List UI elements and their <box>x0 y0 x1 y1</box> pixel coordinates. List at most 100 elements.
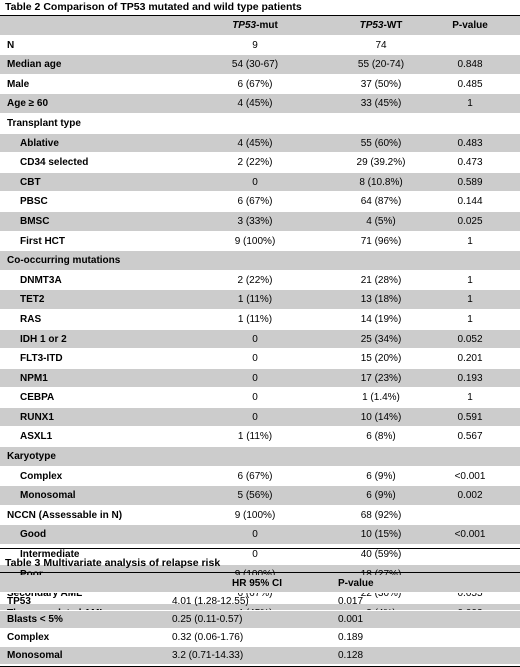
table2-cell-mut: 6 (67%) <box>237 78 273 90</box>
table2-row-label: BMSC <box>20 215 50 227</box>
table2-cell-mut: 54 (30-67) <box>231 59 279 71</box>
table2-cell-pvalue: 0.144 <box>457 196 483 208</box>
table2-cell-pvalue: 1 <box>467 294 473 306</box>
table3-row-label: Blasts < 5% <box>7 614 63 625</box>
table2-cell-pvalue: 0.055 <box>457 588 483 600</box>
table2-row: Intermediate 0 40 (59%) <box>0 545 520 565</box>
table2-cell-mut: 0 <box>252 411 258 423</box>
table2-cell-mut: 9 (100%) <box>234 235 276 247</box>
table2-row-label: Median age <box>7 59 62 71</box>
table2-cell-mut: 6 (67%) <box>237 470 273 482</box>
table2-row: NPM1 0 17 (23%) 0.193 <box>0 368 520 389</box>
table2-row-label: Male <box>7 78 30 90</box>
table2-caption: Table 2 Comparison of TP53 mutated and w… <box>5 1 302 13</box>
table2-row: N 9 74 <box>0 36 520 56</box>
table2-cell-mut: 2 (22%) <box>237 274 273 286</box>
table3-cell-pvalue: 0.128 <box>338 650 364 661</box>
table2-header-mut-gene: TP53 <box>232 20 257 31</box>
table3: HR 95% CI P-value TP53 4.01 (1.28-12.55) 0… <box>0 575 520 665</box>
table3-cell-hr: 3.2 (0.71-14.33) <box>172 650 244 661</box>
table2-row-label: Co-occurring mutations <box>7 255 121 267</box>
table2-row: RUNX1 0 10 (14%) 0.591 <box>0 407 520 428</box>
table3-body: TP53 4.01 (1.28-12.55) 0.017 Blasts < 5% 0.2… <box>0 593 520 665</box>
table2-cell-pvalue: <0.001 <box>454 529 486 541</box>
table2-row-label: First HCT <box>20 235 65 247</box>
table2-row-label: N <box>7 39 15 51</box>
table2-row: Median age 54 (30-67) 55 (20-74) 0.848 <box>0 55 520 75</box>
table2-row: Co-occurring mutations <box>0 251 520 271</box>
table2-row: RAS 1 (11%) 14 (19%) 1 <box>0 310 520 330</box>
table2-cell-wt: 17 (23%) <box>360 372 402 384</box>
table2-row: TET2 1 (11%) 13 (18%) 1 <box>0 290 520 310</box>
table2-cell-pvalue: 0.002 <box>457 490 483 502</box>
table2-row: Transplant type <box>0 114 520 134</box>
table2-cell-mut: 2 (22%) <box>237 157 273 169</box>
table2-header-pvalue: P-value <box>452 20 488 31</box>
table2-cell-mut: 1 (11%) <box>237 294 273 306</box>
table2-row: NCCN (Assessable in N) 9 (100%) 68 (92%) <box>0 506 520 526</box>
table2-cell-pvalue: 0.848 <box>457 59 483 71</box>
table2-cell-wt: 22 (30%) <box>360 588 402 600</box>
table2-cell-wt: 8 (10.8%) <box>359 176 403 188</box>
table2-cell-wt: 13 (18%) <box>360 294 402 306</box>
table2-row-label: TET2 <box>20 294 45 306</box>
table2-row-label: Monosomal <box>20 490 76 502</box>
table2-row: Age ≥ 60 4 (45%) 33 (45%) 1 <box>0 94 520 114</box>
table2-row: CBT 0 8 (10.8%) 0.589 <box>0 172 520 193</box>
table2-cell-wt: 10 (14%) <box>360 411 402 423</box>
table3-header-pvalue: P-value <box>338 578 374 589</box>
table2-cell-wt: 6 (9%) <box>366 470 396 482</box>
table2-header-wt-suffix: -WT <box>383 20 403 31</box>
table2-cell-wt: 71 (96%) <box>360 235 402 247</box>
table2-cell-mut: 9 (100%) <box>234 509 276 521</box>
table2-cell-mut: 5 (56%) <box>237 490 273 502</box>
table2-row: IDH 1 or 2 0 25 (34%) 0.052 <box>0 329 520 350</box>
table2-row-label: CBT <box>20 176 41 188</box>
table3-row: TP53 4.01 (1.28-12.55) 0.017 <box>0 593 520 611</box>
table2-cell-pvalue: 1 <box>467 392 473 404</box>
table2-cell-pvalue: 0.589 <box>457 176 483 188</box>
table2-cell-wt: 64 (87%) <box>360 196 402 208</box>
table2-cell-pvalue: 0.485 <box>457 78 483 90</box>
table2-row: Male 6 (67%) 37 (50%) 0.485 <box>0 75 520 95</box>
table3-cell-pvalue: 0.189 <box>338 632 364 643</box>
table2-cell-mut: 4 (45%) <box>237 98 273 110</box>
table2-header-mut: TP53-mut <box>190 16 320 36</box>
table2-row: Ablative 4 (45%) 55 (60%) 0.483 <box>0 133 520 154</box>
table2-row-label: Good <box>20 529 47 541</box>
table3-caption: Table 3 Multivariate analysis of relapse… <box>5 557 221 569</box>
table2-row: BMSC 3 (33%) 4 (5%) 0.025 <box>0 211 520 232</box>
table2-cell-pvalue: 0.052 <box>457 333 483 345</box>
table2-row-label: RUNX1 <box>20 411 54 423</box>
table2-row: First HCT 9 (100%) 71 (96%) 1 <box>0 232 520 252</box>
table2-row-label: Secondary AML <box>7 588 83 600</box>
table2-cell-wt: 68 (92%) <box>360 509 402 521</box>
table2-cell-pvalue: 1 <box>467 235 473 247</box>
table2-cell-wt: 37 (50%) <box>360 78 402 90</box>
table2-cell-pvalue: 1 <box>467 274 473 286</box>
table2-row-label: CD34 selected <box>20 157 89 169</box>
table2-cell-mut: 6 (67%) <box>237 588 273 600</box>
table2-cell-pvalue: 0.567 <box>457 431 483 443</box>
table2-cell-wt: 40 (59%) <box>360 549 402 561</box>
table2-cell-wt: 55 (60%) <box>360 137 402 149</box>
table2-row-label: RAS <box>20 313 42 325</box>
table2-cell-mut: 0 <box>252 372 258 384</box>
table3-cell-pvalue: 0.001 <box>338 614 364 625</box>
table3-row: Complex 0.32 (0.06-1.76) 0.189 <box>0 629 520 647</box>
table2-cell-pvalue: <0.001 <box>454 470 486 482</box>
table2-row-label: Transplant type <box>7 117 81 129</box>
table2-cell-wt: 33 (45%) <box>360 98 402 110</box>
table2-cell-mut: 9 <box>252 39 258 51</box>
table2-row: ASXL1 1 (11%) 6 (8%) 0.567 <box>0 427 520 448</box>
table3-row-label: TP53 <box>7 596 31 607</box>
table3-row: Blasts < 5% 0.25 (0.11-0.57) 0.001 <box>0 611 520 629</box>
table2-header-mut-suffix: -mut <box>256 20 278 31</box>
table2-cell-mut: 0 <box>252 353 258 365</box>
table2-cell-wt: 6 (8%) <box>366 431 396 443</box>
table3-cell-pvalue: 0.017 <box>338 596 364 607</box>
table2-cell-wt: 1 (1.4%) <box>362 392 400 404</box>
table2-row: Monosomal 5 (56%) 6 (9%) 0.002 <box>0 486 520 506</box>
table2-row-label: FLT3-ITD <box>20 353 63 365</box>
table2-row-label: Intermediate <box>20 549 80 561</box>
